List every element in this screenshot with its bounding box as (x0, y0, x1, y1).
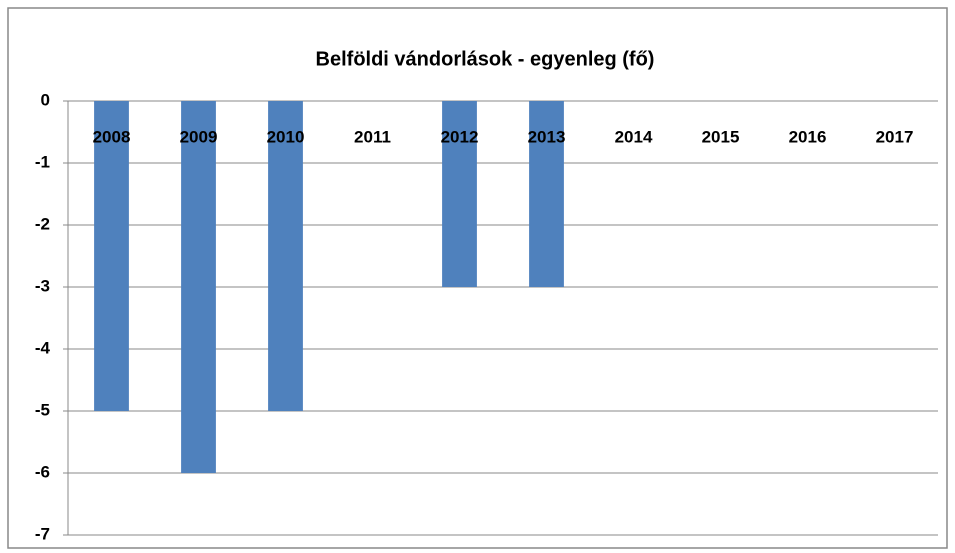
x-tick-label: 2014 (615, 127, 653, 146)
y-tick-label: -4 (35, 338, 51, 357)
x-tick-label: 2011 (354, 127, 391, 146)
x-tick-label: 2017 (876, 127, 914, 146)
bar (181, 101, 216, 473)
chart-border (7, 7, 948, 549)
y-tick-label: -3 (35, 276, 50, 295)
x-tick-label: 2013 (528, 127, 566, 146)
y-tick-label: -6 (35, 462, 50, 481)
x-tick-label: 2012 (441, 127, 479, 146)
bar (529, 101, 564, 287)
x-tick-label: 2015 (702, 127, 740, 146)
bar (94, 101, 129, 411)
y-tick-label: -7 (35, 524, 50, 543)
x-tick-label: 2008 (93, 127, 131, 146)
y-tick-label: -5 (35, 400, 50, 419)
x-tick-label: 2010 (267, 127, 305, 146)
bar (268, 101, 303, 411)
x-tick-label: 2009 (180, 127, 218, 146)
bar (442, 101, 477, 287)
x-tick-label: 2016 (789, 127, 827, 146)
y-tick-label: -1 (35, 152, 50, 171)
chart-title: Belföldi vándorlások - egyenleg (fő) (316, 48, 655, 70)
y-tick-label: 0 (41, 90, 50, 109)
y-tick-label: -2 (35, 214, 50, 233)
